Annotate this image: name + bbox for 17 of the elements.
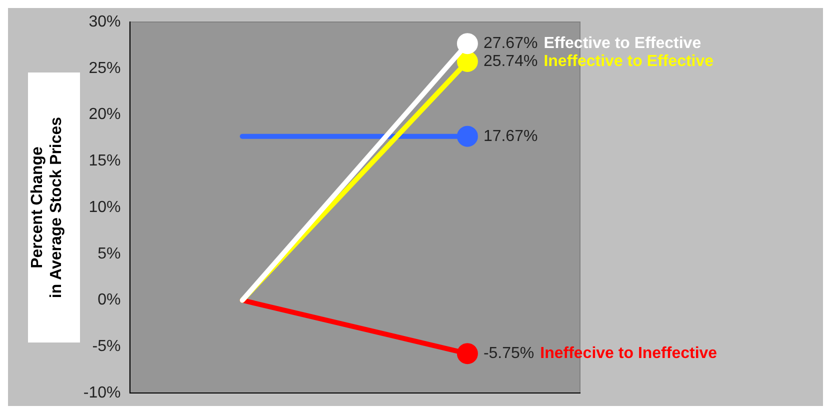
- y-axis-title: Percent Change in Average Stock Prices: [29, 116, 66, 298]
- data-label: -5.75%: [483, 344, 534, 362]
- data-label: 27.67%: [483, 35, 538, 52]
- text: Ineffective to Effective: [544, 52, 714, 70]
- y-tick-label: 20%: [88, 106, 121, 124]
- text: Ineffecive to Ineffective: [540, 344, 718, 362]
- text: Effective to Effective: [544, 35, 702, 52]
- data-label: 17.67%: [483, 128, 538, 145]
- y-tick-label: -5%: [92, 338, 121, 356]
- y-tick-label: 30%: [88, 13, 121, 30]
- y-tick-label: 10%: [88, 198, 121, 216]
- y-tick-label: 0%: [98, 292, 121, 309]
- y-tick-label: -10%: [83, 384, 121, 402]
- y-tick-label: 5%: [98, 245, 121, 262]
- y-tick-label: 15%: [88, 152, 121, 170]
- y-tick-label: 25%: [88, 60, 121, 77]
- data-label: 25.74%: [483, 52, 538, 70]
